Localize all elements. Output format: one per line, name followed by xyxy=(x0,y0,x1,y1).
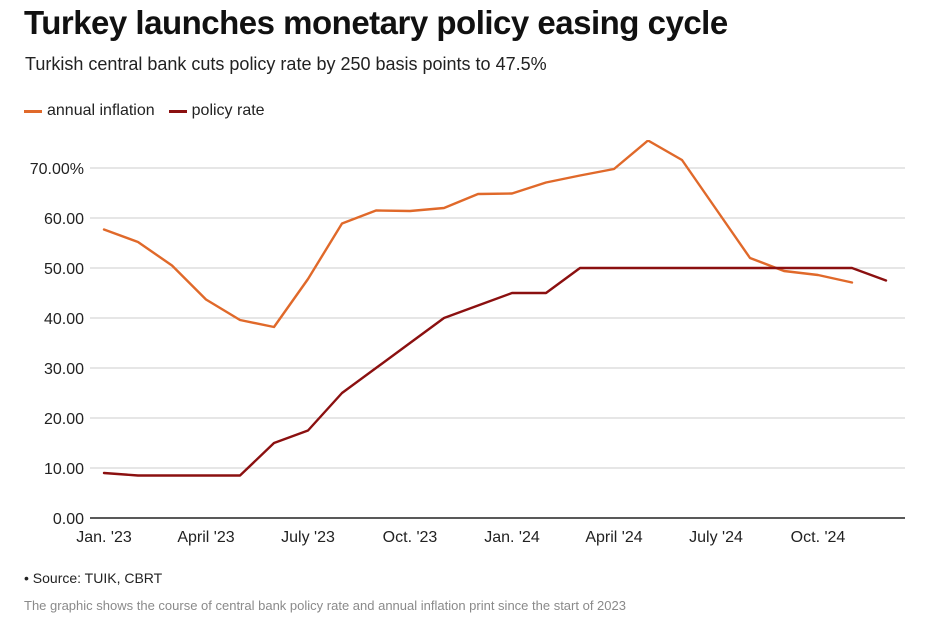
y-tick-label: 30.00 xyxy=(44,361,84,378)
chart-subtitle: Turkish central bank cuts policy rate by… xyxy=(25,54,547,74)
caption-note: The graphic shows the course of central … xyxy=(24,598,626,613)
y-tick-label: 50.00 xyxy=(44,261,84,278)
series-line-inflation xyxy=(102,140,854,329)
legend-item-policy-rate: policy rate xyxy=(168,102,265,120)
x-tick-label: April '23 xyxy=(177,529,234,546)
x-tick-label: Oct. '23 xyxy=(383,529,438,546)
source-note: • Source: TUIK, CBRT xyxy=(24,570,163,586)
y-tick-label: 40.00 xyxy=(44,311,84,328)
legend-swatch-policy-rate xyxy=(168,109,187,113)
y-tick-label: 10.00 xyxy=(44,461,84,478)
line-chart: 0.00 10.00 20.00 30.00 40.00 50.00 60.00 70.00%… xyxy=(30,140,905,546)
x-tick-label: April '24 xyxy=(585,529,642,546)
x-tick-label: July '23 xyxy=(281,529,335,546)
y-tick-label: 0.00 xyxy=(53,511,84,528)
y-tick-label: 70.00% xyxy=(30,161,84,178)
chart-title: Turkey launches monetary policy easing c… xyxy=(24,4,728,41)
legend-label-inflation: annual inflation xyxy=(47,102,155,119)
y-tick-label: 20.00 xyxy=(44,411,84,428)
legend: annual inflation policy rate xyxy=(24,102,279,120)
legend-item-inflation: annual inflation xyxy=(24,102,155,120)
x-tick-label: Jan. '23 xyxy=(76,529,132,546)
x-tick-label: July '24 xyxy=(689,529,743,546)
x-tick-label: Oct. '24 xyxy=(791,529,846,546)
legend-swatch-inflation xyxy=(24,109,42,113)
series-line-policy-rate xyxy=(102,266,888,477)
x-tick-label: Jan. '24 xyxy=(484,529,540,546)
y-tick-label: 60.00 xyxy=(44,211,84,228)
legend-label-policy-rate: policy rate xyxy=(191,102,265,119)
